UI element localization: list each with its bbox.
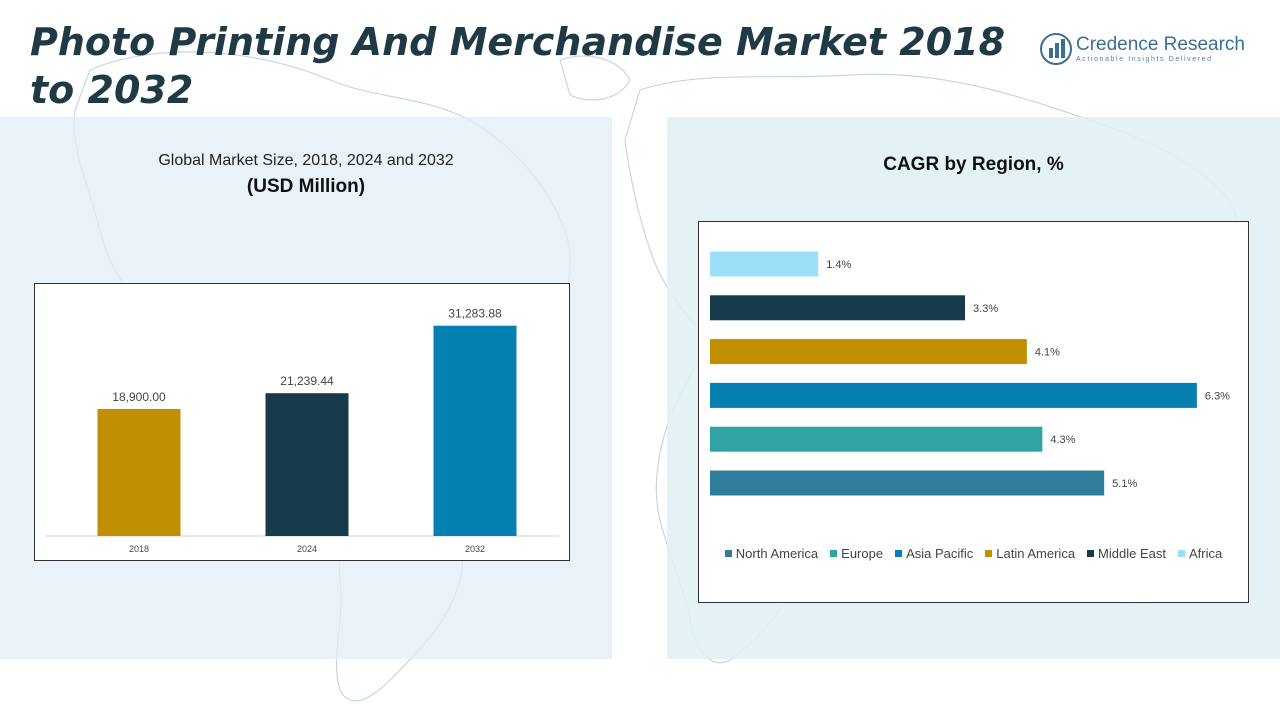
- legend-item-north-america: North America: [724, 546, 819, 561]
- data-label-2018: 18,900.00: [112, 390, 166, 404]
- bar-chart-logo-icon: [1040, 33, 1072, 65]
- data-label-north-america: 5.1%: [1112, 478, 1137, 490]
- data-label-europe: 4.3%: [1050, 434, 1075, 446]
- bar-africa: [710, 251, 819, 277]
- data-label-2032: 31,283.88: [448, 307, 502, 321]
- bar-2024: [265, 393, 349, 536]
- market-size-subtitle: Global Market Size, 2018, 2024 and 2032: [158, 152, 454, 169]
- legend-label-europe: Europe: [841, 546, 884, 561]
- data-label-asia-pacific: 6.3%: [1205, 390, 1230, 402]
- tick-label-2032: 2032: [465, 544, 485, 554]
- legend-item-europe: Europe: [830, 546, 883, 561]
- legend-item-africa: Africa: [1177, 546, 1223, 561]
- logo-tagline: Actionable Insights Delivered: [1076, 56, 1213, 63]
- tick-label-2024: 2024: [297, 544, 317, 554]
- legend-swatch-europe: [830, 550, 838, 557]
- tick-label-2018: 2018: [129, 544, 149, 554]
- legend-label-middle-east: Middle East: [1098, 546, 1166, 561]
- market-size-chart: 18,900.00 2018 21,239.44 2024 31,283.88 2032: [34, 283, 570, 561]
- legend-item-asia-pacific: Asia Pacific: [895, 546, 973, 561]
- legend-swatch-middle-east: [1087, 550, 1095, 557]
- logo-name: Credence Research: [1076, 34, 1245, 55]
- market-size-bar-chart: 18,900.00 2018 21,239.44 2024 31,283.88 2032: [45, 307, 559, 554]
- legend-label-asia-pacific: Asia Pacific: [906, 546, 974, 561]
- cagr-legend: North America Europe Asia Pacific Latin Ame…: [699, 546, 1248, 561]
- bar-asia-pacific: [710, 382, 1197, 408]
- market-size-unit: (USD Million): [246, 176, 366, 197]
- legend-item-middle-east: Middle East: [1087, 546, 1166, 561]
- data-label-2024: 21,239.44: [280, 374, 334, 388]
- cagr-chart: 5.1% 4.3% 6.3% 4.1% 3.3% 1.4% North America Eu…: [698, 221, 1249, 603]
- legend-label-north-america: North America: [735, 546, 819, 561]
- bar-2018: [97, 408, 181, 536]
- data-label-latin-america: 4.1%: [1035, 347, 1060, 359]
- legend-swatch-north-america: [724, 550, 732, 557]
- page-title: Photo Printing And Merchandise Market 20…: [30, 20, 1006, 112]
- legend-label-africa: Africa: [1188, 546, 1223, 561]
- legend-label-latin-america: Latin America: [996, 546, 1076, 561]
- bar-latin-america: [710, 339, 1027, 365]
- bar-middle-east: [710, 295, 966, 321]
- legend-item-latin-america: Latin America: [985, 546, 1075, 561]
- cagr-bar-chart: 5.1% 4.3% 6.3% 4.1% 3.3% 1.4%: [710, 251, 1230, 496]
- legend-swatch-africa: [1177, 550, 1185, 557]
- legend-swatch-asia-pacific: [895, 550, 903, 557]
- bar-2032: [433, 325, 517, 536]
- bar-europe: [710, 426, 1043, 452]
- legend-swatch-latin-america: [985, 550, 993, 557]
- data-label-africa: 1.4%: [826, 259, 851, 271]
- company-logo: Credence Research Actionable Insights De…: [1040, 32, 1260, 72]
- bar-north-america: [710, 470, 1105, 496]
- cagr-title: CAGR by Region, %: [883, 154, 1064, 175]
- data-label-middle-east: 3.3%: [973, 303, 998, 315]
